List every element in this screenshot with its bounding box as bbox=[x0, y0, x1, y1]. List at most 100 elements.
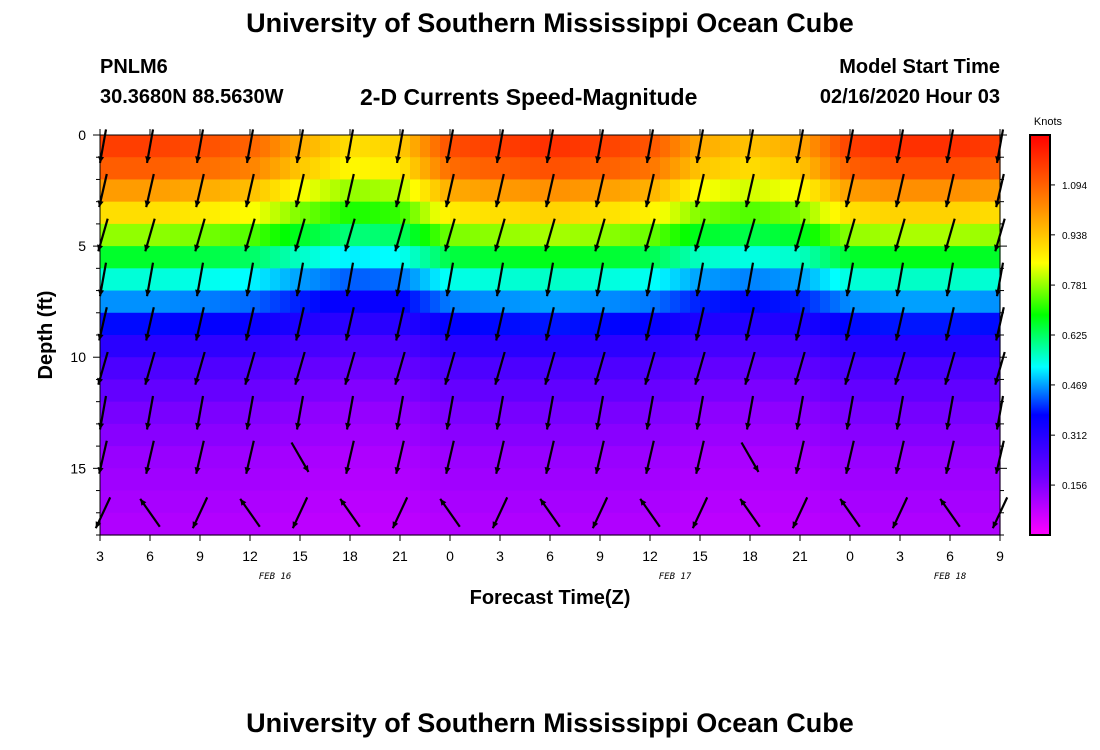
heatmap-cell bbox=[960, 268, 971, 292]
heatmap-cell bbox=[150, 446, 161, 469]
heatmap-cell bbox=[470, 223, 481, 247]
heatmap-cell bbox=[520, 512, 531, 536]
heatmap-cell bbox=[320, 179, 331, 203]
heatmap-cell bbox=[100, 401, 111, 425]
heatmap-cell bbox=[850, 423, 861, 447]
heatmap-cell bbox=[670, 157, 681, 181]
heatmap-cell bbox=[940, 423, 951, 447]
heatmap-cell bbox=[260, 157, 271, 181]
heatmap-cell bbox=[330, 423, 341, 447]
heatmap-cell bbox=[960, 335, 971, 358]
heatmap-cell bbox=[660, 468, 671, 492]
heatmap-cell bbox=[250, 379, 261, 403]
heatmap-cell bbox=[310, 490, 321, 514]
heatmap-cell bbox=[940, 446, 951, 469]
heatmap-cell bbox=[340, 512, 351, 536]
heatmap-cell bbox=[480, 512, 491, 536]
heatmap-cell bbox=[210, 201, 221, 225]
current-vector-head bbox=[692, 521, 699, 529]
heatmap-cell bbox=[170, 468, 181, 492]
heatmap-cell bbox=[180, 468, 191, 492]
heatmap-cell bbox=[710, 423, 721, 447]
heatmap-cell bbox=[790, 268, 801, 292]
heatmap-cell bbox=[260, 179, 271, 203]
heatmap-cell bbox=[540, 290, 551, 314]
heatmap-cell bbox=[390, 446, 401, 469]
heatmap-cell bbox=[970, 468, 981, 492]
heatmap-cell bbox=[880, 135, 891, 158]
heatmap-cell bbox=[510, 135, 521, 158]
heatmap-cell bbox=[640, 401, 651, 425]
heatmap-cell bbox=[110, 223, 121, 247]
heatmap-cell bbox=[300, 135, 311, 158]
heatmap-cell bbox=[210, 490, 221, 514]
current-vector-head bbox=[694, 333, 701, 341]
heatmap-cell bbox=[180, 157, 191, 181]
heatmap-cell bbox=[810, 157, 821, 181]
heatmap-cell bbox=[180, 246, 191, 269]
heatmap-cell bbox=[720, 423, 731, 447]
heatmap-cell bbox=[620, 512, 631, 536]
current-vector-head bbox=[644, 467, 651, 474]
heatmap-cell bbox=[100, 135, 111, 158]
heatmap-cell bbox=[900, 223, 911, 247]
heatmap-cell bbox=[740, 468, 751, 492]
current-vector-head bbox=[894, 244, 900, 252]
heatmap-cell bbox=[700, 423, 711, 447]
heatmap-cell bbox=[810, 312, 821, 336]
heatmap-cell bbox=[590, 268, 601, 292]
current-vector-head bbox=[344, 244, 350, 252]
heatmap-cell bbox=[320, 512, 331, 536]
heatmap-cell bbox=[760, 446, 771, 469]
heatmap-cell bbox=[270, 379, 281, 403]
heatmap-cell bbox=[170, 179, 181, 203]
heatmap-cell bbox=[580, 268, 591, 292]
heatmap-cell bbox=[250, 423, 261, 447]
heatmap-cell bbox=[120, 468, 131, 492]
current-vector-head bbox=[194, 467, 201, 474]
heatmap-cell bbox=[980, 335, 991, 358]
heatmap-cell bbox=[800, 312, 811, 336]
heatmap-cell bbox=[760, 135, 771, 158]
heatmap-cell bbox=[350, 246, 361, 269]
heatmap-cell bbox=[960, 423, 971, 447]
current-vector-head bbox=[345, 156, 352, 163]
heatmap-cell bbox=[540, 512, 551, 536]
heatmap-cell bbox=[820, 512, 831, 536]
heatmap-cell bbox=[160, 135, 171, 158]
heatmap-cell bbox=[630, 512, 641, 536]
heatmap-cell bbox=[550, 490, 561, 514]
heatmap-cell bbox=[170, 290, 181, 314]
heatmap-cell bbox=[770, 401, 781, 425]
model-start-value: 02/16/2020 Hour 03 bbox=[819, 86, 1000, 108]
heatmap-cell bbox=[820, 446, 831, 469]
heatmap-cell bbox=[640, 379, 651, 403]
heatmap-cell bbox=[190, 201, 201, 225]
heatmap-cell bbox=[160, 157, 171, 181]
heatmap-cell bbox=[920, 490, 931, 514]
heatmap-cell bbox=[980, 290, 991, 314]
heatmap-cell bbox=[510, 290, 521, 314]
heatmap-cell bbox=[860, 135, 871, 158]
heatmap-cell bbox=[360, 201, 371, 225]
heatmap-cell bbox=[460, 135, 471, 158]
heatmap-cell bbox=[510, 157, 521, 181]
heatmap-cell bbox=[450, 446, 461, 469]
heatmap-cell bbox=[890, 423, 901, 447]
heatmap-cell bbox=[330, 312, 341, 336]
x-tick-label: 6 bbox=[146, 548, 154, 564]
heatmap-cell bbox=[360, 401, 371, 425]
heatmap-cell bbox=[600, 157, 611, 181]
heatmap-cell bbox=[320, 157, 331, 181]
current-vector-head bbox=[992, 521, 999, 529]
heatmap-cell bbox=[820, 135, 831, 158]
heatmap-cell bbox=[100, 423, 111, 447]
heatmap-cell bbox=[930, 179, 941, 203]
current-vector-head bbox=[844, 200, 851, 208]
heatmap-cell bbox=[730, 446, 741, 469]
y-axis-label: Depth (ft) bbox=[35, 291, 57, 380]
heatmap-cell bbox=[880, 312, 891, 336]
heatmap-cell bbox=[830, 379, 841, 403]
x-tick-label: 3 bbox=[96, 548, 104, 564]
heatmap-cell bbox=[100, 446, 111, 469]
